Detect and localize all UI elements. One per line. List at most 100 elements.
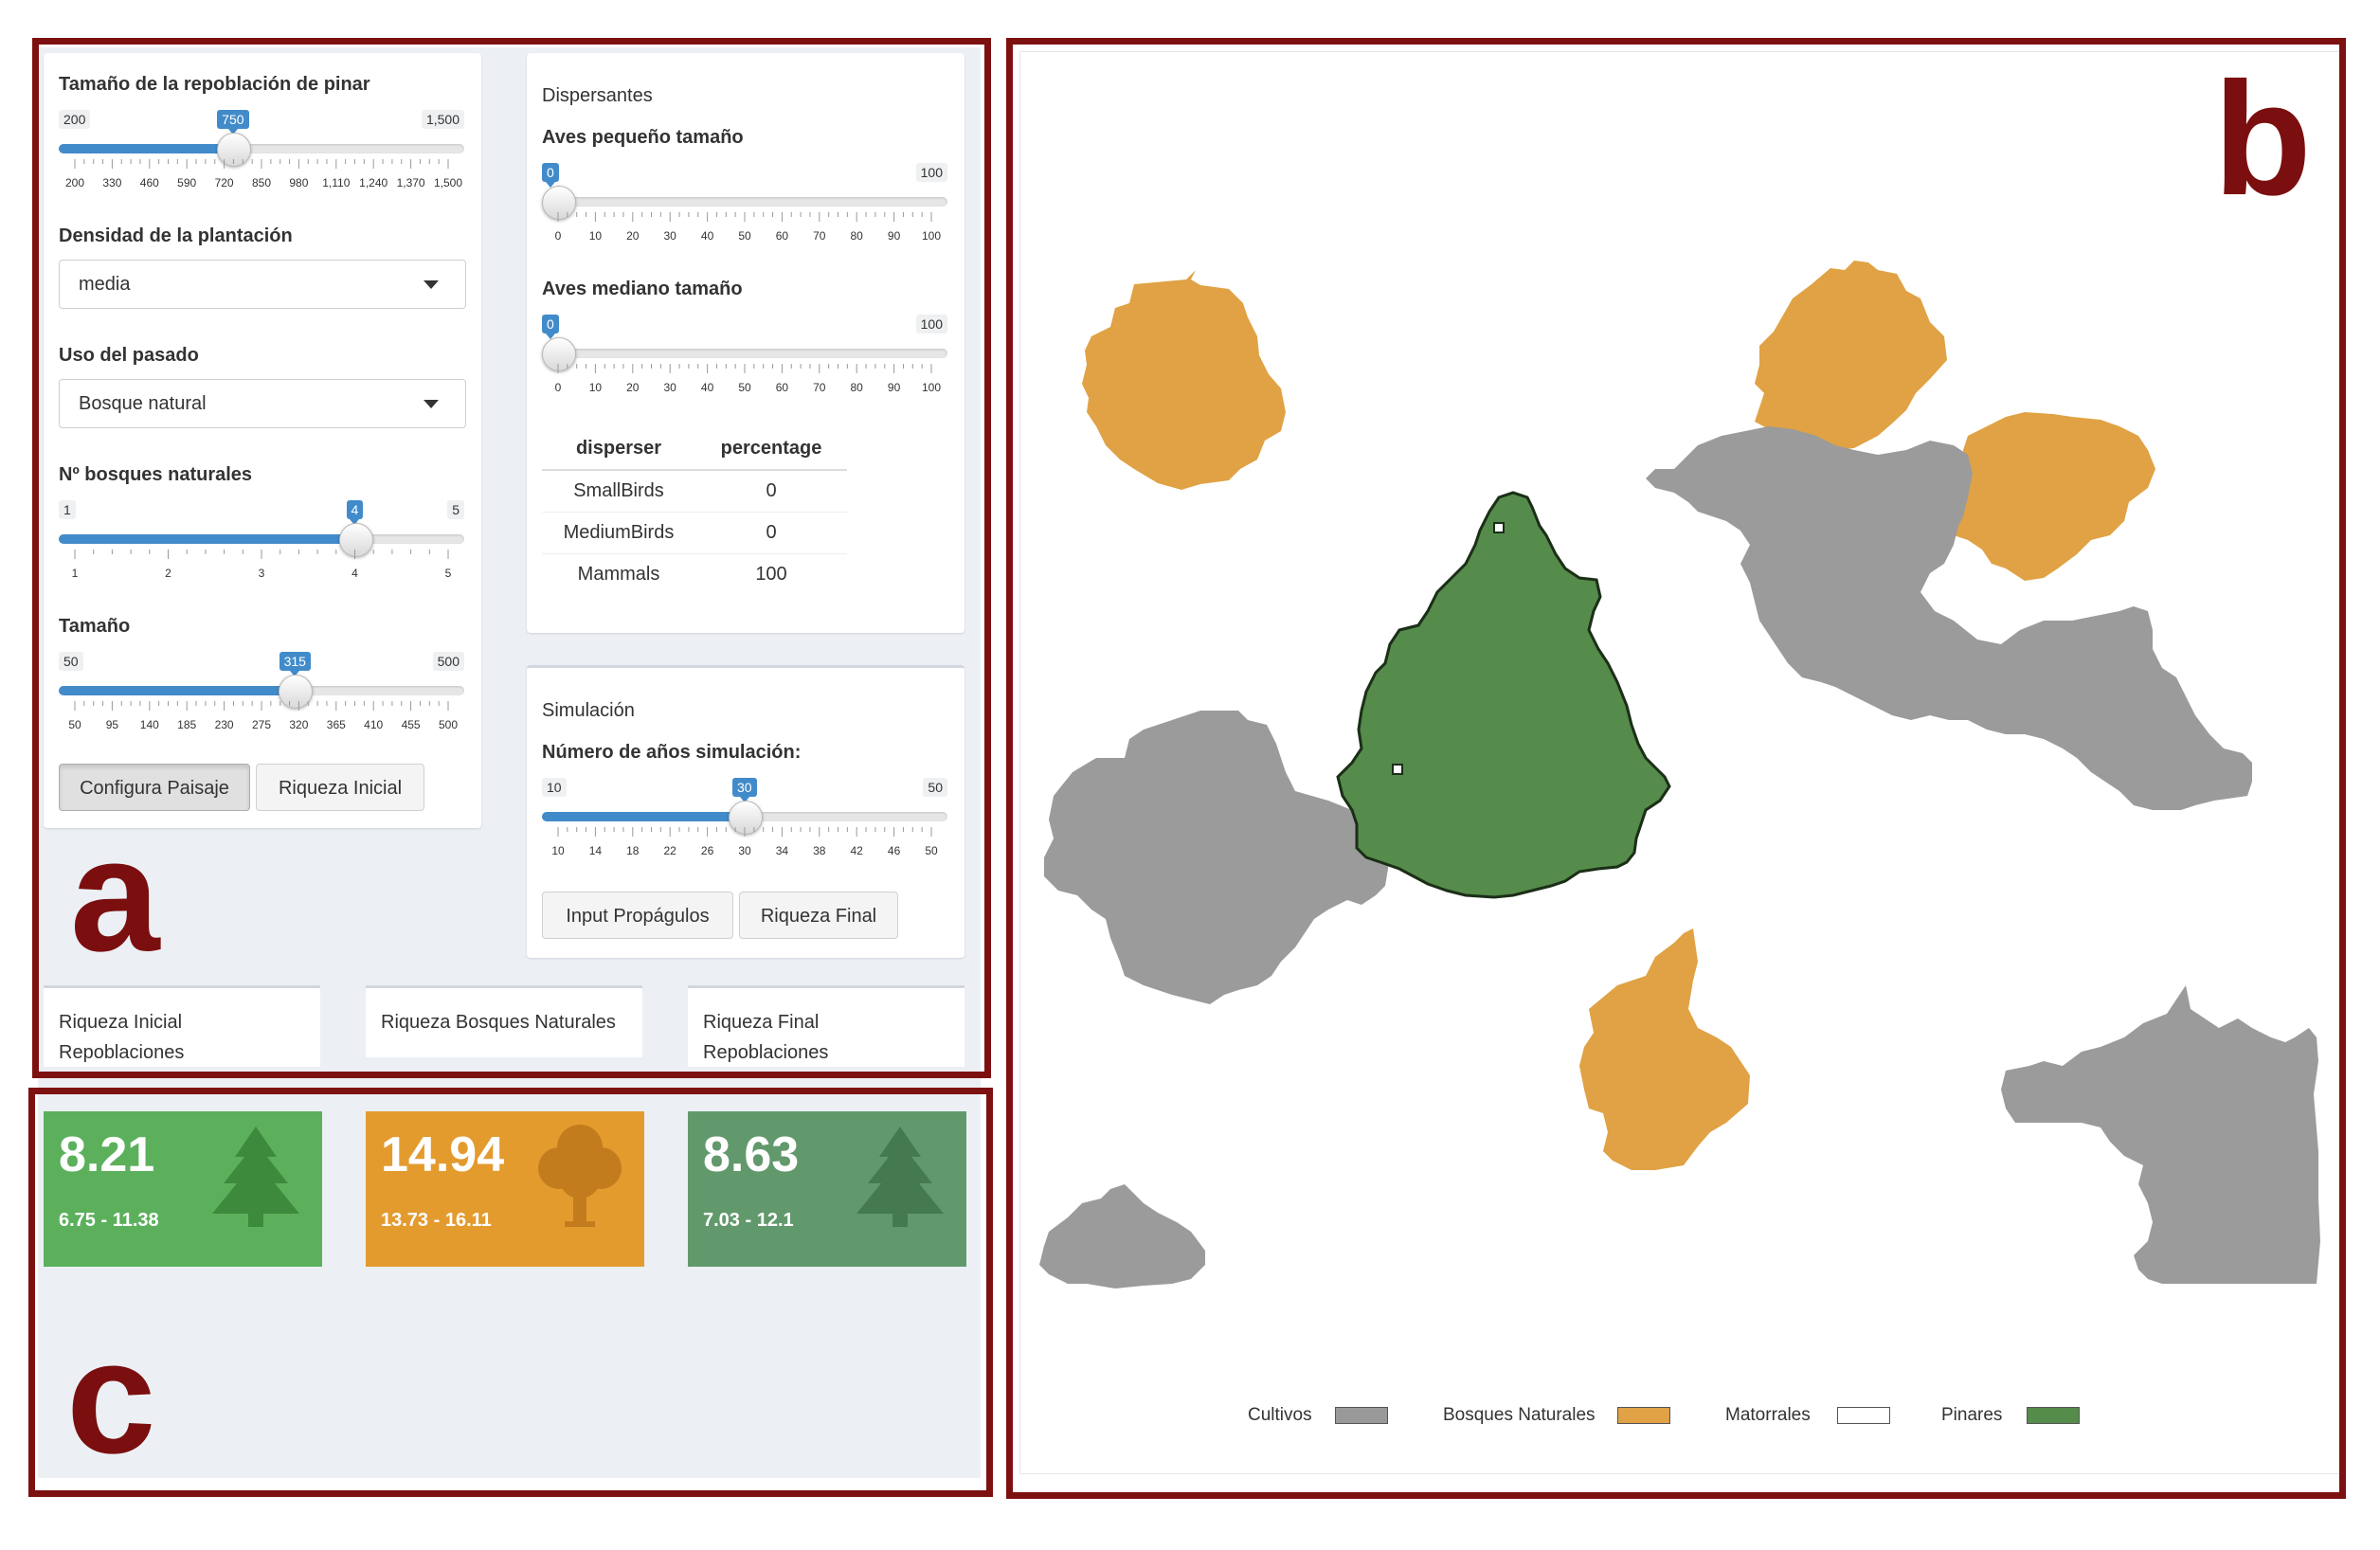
slider-tick-label: 590 [177, 176, 197, 189]
shrub-cell [1493, 522, 1505, 533]
value-box-number: 8.21 [59, 1127, 155, 1182]
annotation-frame-a [32, 38, 991, 1078]
landscape-map: Cultivos Bosques Naturales Matorrales Pi… [1019, 51, 2340, 1474]
small-birds-max: 100 [915, 163, 947, 182]
density-select[interactable]: media [59, 260, 466, 309]
tab-final-richness[interactable]: Riqueza Final Repoblaciones [688, 985, 965, 1067]
n-forests-slider[interactable]: 4 1 2 3 4 5 [59, 500, 464, 604]
table-row: SmallBirds 0 [542, 470, 847, 512]
medium-birds-min: 0 [542, 315, 559, 339]
slider-tick-label: 980 [289, 176, 309, 189]
value-box-range: 6.75 - 11.38 [59, 1210, 159, 1231]
slider-ticks [557, 827, 932, 837]
slider-tick-label: 330 [102, 176, 122, 189]
slider-tick-label: 230 [214, 718, 234, 731]
final-richness-button[interactable]: Riqueza Final [739, 892, 898, 939]
slider-tick-label: 1 [71, 567, 79, 580]
natural-forest-patch [1082, 261, 2155, 1170]
n-forests-max: 5 [447, 500, 464, 519]
slider-tick-label: 30 [738, 844, 751, 857]
legend-label: Bosques Naturales [1443, 1405, 1596, 1425]
slider-tick-label: 10 [588, 381, 603, 394]
legend-label: Matorrales [1725, 1405, 1811, 1425]
medium-birds-label: Aves mediano tamaño [542, 279, 743, 299]
size-max: 500 [432, 652, 464, 671]
slider-ticks [74, 701, 449, 711]
legend-swatch [2027, 1407, 2080, 1424]
dispersers-table: disperser percentage SmallBirds 0 Medium… [542, 428, 847, 595]
pine-tree-icon [856, 1126, 944, 1227]
table-cell: 0 [766, 479, 777, 501]
slider-track[interactable] [59, 144, 464, 153]
slider-tick-label: 275 [251, 718, 272, 731]
slider-tick-label: 0 [554, 381, 562, 394]
slider-track[interactable] [542, 349, 947, 358]
slider-handle[interactable] [542, 186, 576, 220]
legend-swatch [1335, 1407, 1388, 1424]
small-birds-label: Aves pequeño tamaño [542, 127, 744, 148]
tab-initial-richness[interactable]: Riqueza Inicial Repoblaciones [44, 985, 320, 1067]
size-slider[interactable]: 315 50 95 140 185 230 275 320 365 410 455 500 [59, 652, 464, 756]
slider-tick-label: 0 [554, 229, 562, 243]
slider-tick-label: 850 [251, 176, 272, 189]
configure-landscape-button[interactable]: Configura Paisaje [59, 764, 250, 811]
legend-swatch [1617, 1407, 1670, 1424]
slider-tick-label: 365 [326, 718, 346, 731]
slider-tick-label: 100 [921, 229, 942, 243]
past-use-label: Uso del pasado [59, 345, 199, 366]
medium-birds-slider[interactable]: 0 10 20 30 40 50 60 70 80 90 100 [542, 315, 947, 419]
annotation-letter-a: a [70, 805, 160, 985]
slider-handle[interactable] [338, 523, 373, 557]
past-use-select-value: Bosque natural [79, 393, 207, 414]
annotation-letter-c: c [66, 1307, 156, 1487]
slider-tick-label: 10 [588, 229, 603, 243]
table-row: MediumBirds 0 [542, 512, 847, 553]
slider-tick-label: 80 [850, 381, 863, 394]
slider-tick-label: 1,500 [433, 176, 463, 189]
tab-natural-forest-richness[interactable]: Riqueza Bosques Naturales [366, 985, 642, 1057]
slider-tick-label: 185 [177, 718, 197, 731]
shrub-cell [1392, 764, 1403, 775]
small-birds-slider[interactable]: 0 10 20 30 40 50 60 70 80 90 100 [542, 163, 947, 267]
size-label: Tamaño [59, 616, 131, 637]
initial-richness-button[interactable]: Riqueza Inicial [256, 764, 424, 811]
slider-tick-label: 100 [921, 381, 942, 394]
slider-current-value: 750 [217, 110, 249, 135]
input-propagules-button[interactable]: Input Propágulos [542, 892, 733, 939]
slider-handle[interactable] [542, 337, 576, 371]
table-cell: MediumBirds [563, 521, 675, 543]
slider-tick-label: 60 [775, 381, 789, 394]
years-min: 10 [542, 778, 567, 797]
annotation-frame-b [1006, 38, 2346, 1499]
slider-handle[interactable] [729, 801, 763, 835]
pine-size-max: 1,500 [421, 110, 464, 129]
slider-fill [59, 686, 296, 695]
n-forests-label: Nº bosques naturales [59, 464, 253, 485]
slider-tick-label: 42 [850, 844, 863, 857]
value-box-range: 7.03 - 12.1 [703, 1210, 794, 1231]
pine-size-slider[interactable]: 750 200 330 460 590 720 850 980 1,110 1,240 1,370 1… [59, 110, 464, 214]
years-label: Número de años simulación: [542, 742, 802, 763]
deciduous-tree-icon [538, 1125, 622, 1227]
slider-tick-label: 18 [626, 844, 640, 857]
legend-label: Pinares [1941, 1405, 2003, 1425]
slider-fill [59, 534, 355, 544]
past-use-select[interactable]: Bosque natural [59, 379, 466, 428]
value-box-final: 8.63 7.03 - 12.1 [688, 1111, 966, 1267]
slider-tick-label: 70 [813, 381, 826, 394]
slider-tick-label: 95 [105, 718, 119, 731]
slider-fill [59, 144, 233, 153]
slider-tick-label: 80 [850, 229, 863, 243]
slider-tick-label: 455 [401, 718, 421, 731]
value-box-range: 13.73 - 16.11 [381, 1210, 492, 1231]
slider-ticks [74, 550, 449, 559]
slider-tick-label: 26 [700, 844, 714, 857]
slider-tick-label: 14 [588, 844, 603, 857]
pine-size-min: 200 [59, 110, 91, 129]
chevron-down-icon [424, 280, 439, 289]
slider-ticks [74, 159, 449, 169]
annotation-letter-b: b [2213, 49, 2312, 229]
years-slider[interactable]: 30 10 14 18 22 26 30 34 38 42 46 50 [542, 778, 947, 882]
slider-handle[interactable] [279, 675, 314, 709]
slider-track[interactable] [542, 197, 947, 207]
